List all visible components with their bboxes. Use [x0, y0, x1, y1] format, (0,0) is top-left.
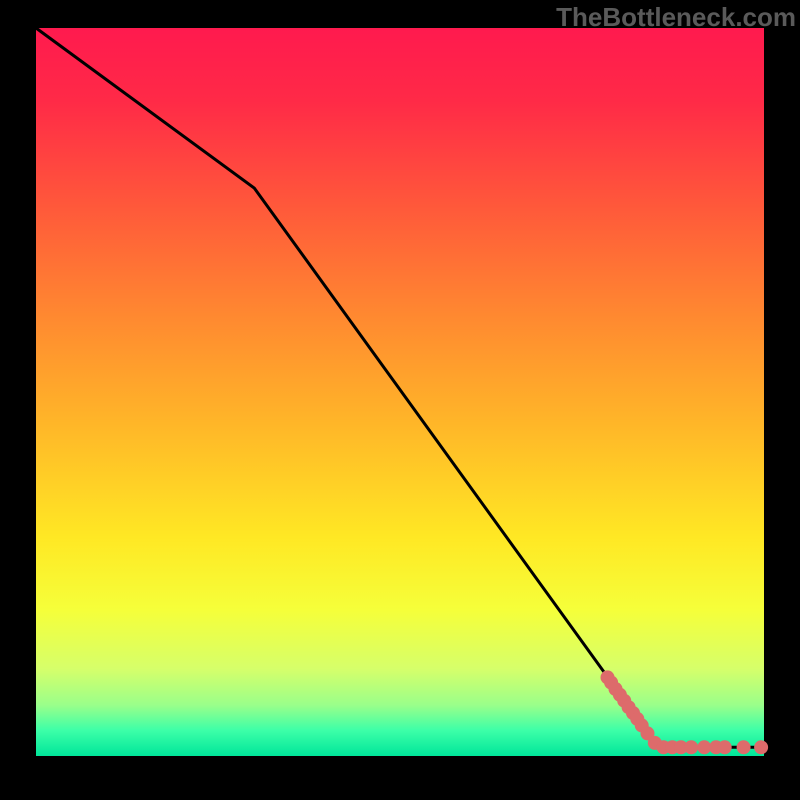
bottleneck-curve — [36, 28, 764, 747]
chart-overlay — [0, 0, 800, 800]
data-markers — [601, 670, 769, 754]
data-marker — [737, 740, 751, 754]
data-marker — [684, 740, 698, 754]
data-marker — [754, 740, 768, 754]
data-marker — [718, 740, 732, 754]
watermark-text: TheBottleneck.com — [556, 2, 796, 33]
chart-frame: TheBottleneck.com — [0, 0, 800, 800]
